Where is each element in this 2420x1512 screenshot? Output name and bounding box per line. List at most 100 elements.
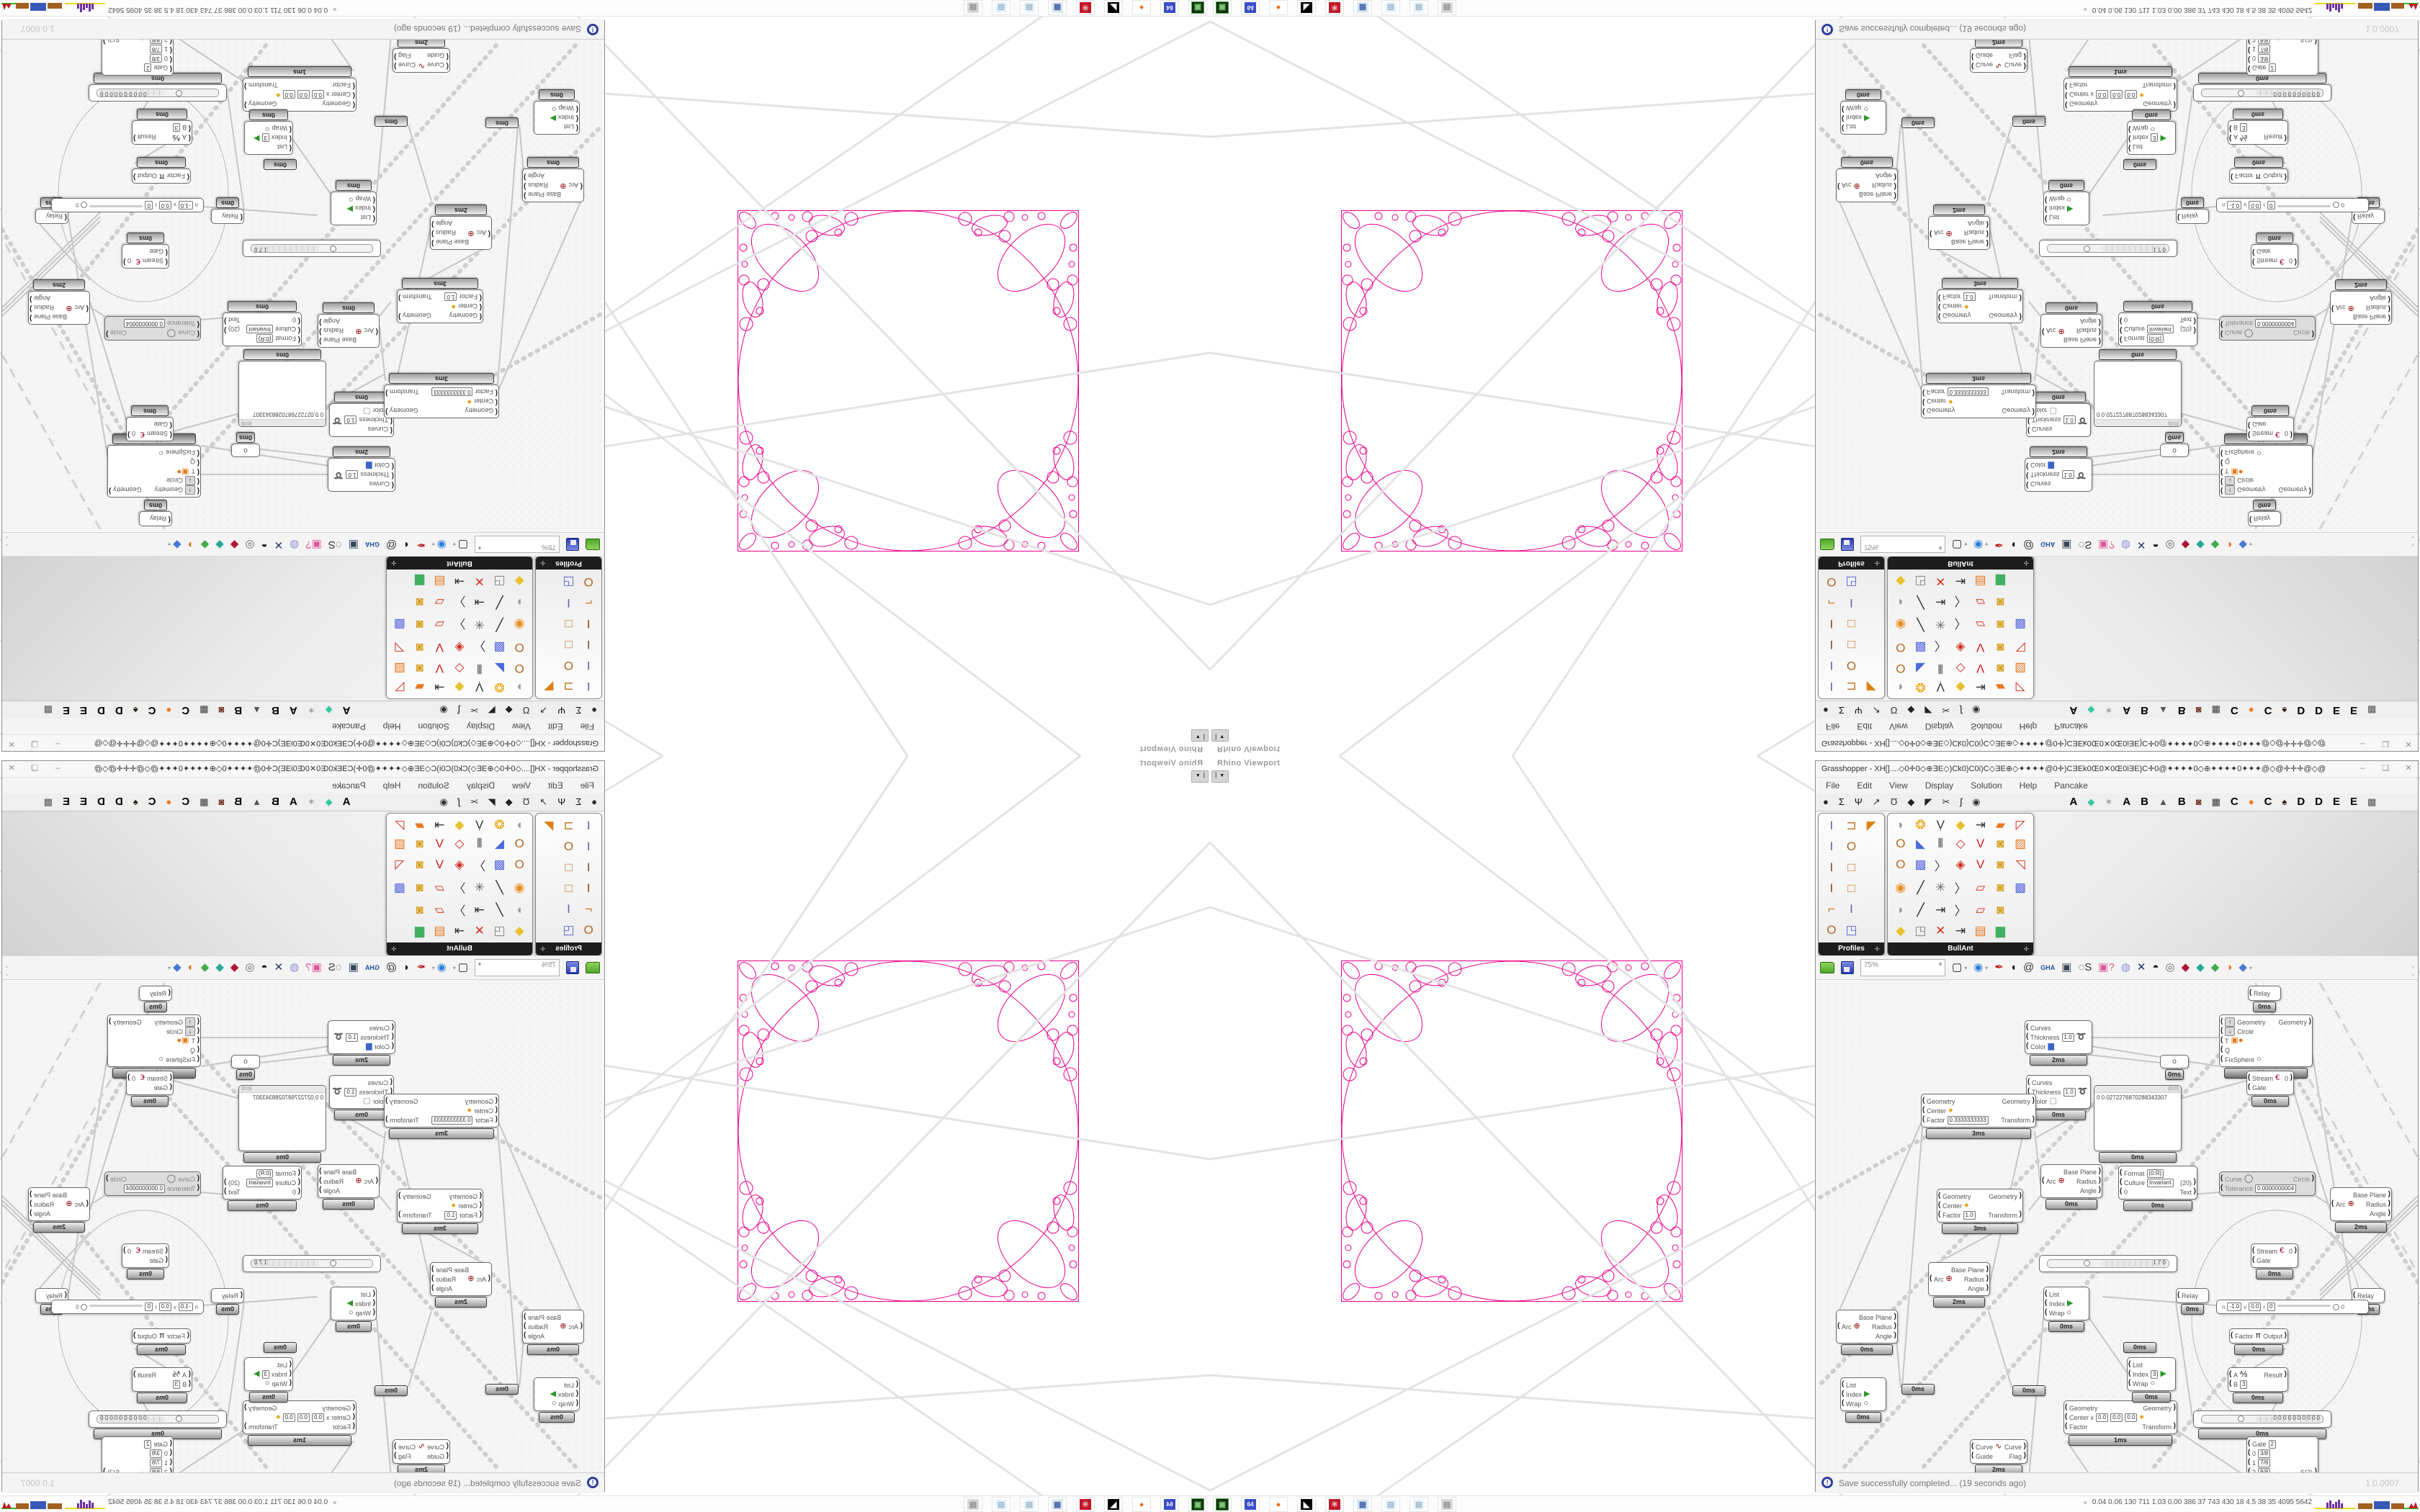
component-icon[interactable]: ◸ (2015, 818, 2025, 832)
category-tab-icon[interactable]: E (79, 704, 87, 716)
bullant-expand-icon[interactable]: ✛ (391, 559, 397, 567)
graph-node[interactable]: (Factor π Output) 0ms (2229, 157, 2288, 184)
menu-item-help[interactable]: Help (382, 780, 401, 791)
toolbar-icon[interactable]: ◆ (200, 961, 210, 973)
component-icon[interactable]: ⇥ (454, 575, 465, 589)
component-icon[interactable]: O (514, 837, 524, 851)
category-tab-icon[interactable]: ◆ (2087, 705, 2095, 716)
chevron-down-icon[interactable]: ▼ (477, 961, 483, 968)
component-icon[interactable]: ✕ (1935, 923, 1946, 937)
graph-node[interactable]: (List(Index ▶(Wrap ○ 0ms (2043, 1287, 2089, 1332)
category-tab-icon[interactable]: Σ (1838, 796, 1845, 807)
component-icon[interactable]: ⇥ (434, 818, 445, 832)
bullant-tab[interactable]: BullAnt ✛ (387, 557, 532, 570)
category-tab-icon[interactable]: ● (2248, 705, 2254, 716)
component-icon[interactable]: I (1829, 819, 1834, 833)
menu-item-edit[interactable]: Edit (1857, 721, 1873, 732)
component-icon[interactable]: ▱ (434, 595, 444, 610)
save-file-icon[interactable] (566, 538, 579, 551)
grasshopper-canvas[interactable]: (Relay0ms⬒1ms(Curves(Thickness1.0➰(Color… (2, 40, 604, 532)
component-icon[interactable]: O (1846, 658, 1857, 672)
menu-item-file[interactable]: File (580, 721, 594, 732)
taskbar-app-card-back[interactable]: ✳ (1076, 0, 1095, 15)
category-tab-icon[interactable]: Ψ (1854, 705, 1863, 716)
menu-item-edit[interactable]: Edit (547, 721, 563, 732)
category-tab-icon[interactable]: E (2350, 796, 2358, 808)
toolbar-overflow-icon[interactable]: ⌄ ⌄ (2410, 962, 2416, 977)
component-icon[interactable]: ▰ (415, 818, 425, 832)
graph-node[interactable]: (List(Index ▶(Wrap ○ 0ms (1840, 1377, 1886, 1423)
toolbar-icon[interactable]: ◆ (2181, 539, 2190, 551)
graph-node[interactable]: 1 7 0 (2039, 1255, 2177, 1272)
graph-node[interactable]: (Geometry Geometry)(Center x 0.0 0.0 0.0 ●(Fa… (2063, 66, 2177, 112)
menu-item-file[interactable]: File (1826, 721, 1840, 732)
graph-node[interactable]: (A ⅍ Result)(B 3 0ms (132, 109, 192, 145)
toolbar-icon[interactable]: ▢ (1952, 961, 1963, 973)
toolbar-icon[interactable]: ◑ (2226, 539, 2233, 551)
taskbar-app-printer[interactable]: ▤ (964, 0, 982, 15)
close-button[interactable]: ✕ (2405, 739, 2412, 748)
toolbar-icon[interactable]: ◆ (215, 961, 224, 973)
menu-item-view[interactable]: View (1889, 780, 1908, 791)
taskbar-app-firefox[interactable]: ● (1132, 1497, 1151, 1512)
category-tab-icon[interactable]: ʃ (1960, 796, 1963, 807)
toolbar-icon[interactable]: ▢ (1952, 539, 1963, 551)
category-tab-icon[interactable]: ʃ (1960, 705, 1963, 716)
toolbar-icon[interactable]: ◓ (2152, 539, 2159, 551)
category-tab-icon[interactable]: E (2333, 796, 2341, 808)
menu-item-display[interactable]: Display (466, 721, 496, 732)
toolbar-icon[interactable]: ✕ (274, 961, 284, 973)
category-tab-icon[interactable]: D (2297, 704, 2305, 716)
menu-item-display[interactable]: Display (1924, 721, 1954, 732)
component-icon[interactable]: ◸ (395, 680, 405, 694)
toolbar-icon[interactable]: ◑ (2226, 961, 2233, 973)
category-tab-icon[interactable]: ● (166, 796, 172, 807)
category-tab-icon[interactable]: ʃ (457, 796, 460, 807)
open-file-icon[interactable] (586, 539, 600, 550)
resize-grip-icon[interactable]: ⋱ (5, 1479, 13, 1487)
category-tab-icon[interactable]: C (2230, 704, 2238, 716)
category-tab-icon[interactable]: ▦ (2211, 705, 2220, 716)
component-icon[interactable]: ⊐ (563, 819, 574, 833)
open-file-icon[interactable] (1820, 539, 1834, 550)
component-icon[interactable]: O (1896, 661, 1906, 675)
category-tab-icon[interactable]: ◙ (218, 796, 225, 807)
minimize-button[interactable]: – (55, 739, 60, 748)
component-icon[interactable]: □ (1847, 860, 1855, 875)
titlebar[interactable]: Grasshopper - XH[]....◇0✛0◇⊕ƎE◇)Ck0)C0i)… (1816, 761, 2418, 778)
toolbar-icon[interactable]: ◌S (2078, 961, 2092, 973)
graph-node[interactable]: 1 7 0 (2039, 240, 2177, 257)
graph-node[interactable]: (↑ Geometry Geometry)(↓ Circle(T ▣●(Q(FixSph… (107, 433, 201, 498)
taskbar-app-calculator[interactable]: ▦ (1048, 0, 1067, 15)
menu-item-solution[interactable]: Solution (1971, 780, 2002, 791)
component-icon[interactable]: ⇥ (1975, 818, 1986, 832)
toolbar-icon[interactable]: ◎ (245, 539, 255, 551)
component-icon[interactable]: ◈ (454, 858, 465, 872)
graph-node[interactable]: (Stream €0)(Gate 0ms (2251, 1243, 2298, 1279)
component-icon[interactable]: ◇ (454, 661, 465, 675)
component-icon[interactable]: ◇ (1955, 661, 1966, 675)
category-tab-icon[interactable]: Ʊ (1890, 705, 1898, 716)
toolbar-icon[interactable]: ◎ (245, 961, 255, 973)
toolbar-icon[interactable]: ◓ (261, 961, 268, 973)
taskbar-app-commodore-64-disk[interactable]: 64 (1241, 1497, 1260, 1512)
graph-node[interactable]: (Curves(Thickness 1.0 ➰(Color ▆ 2ms (2025, 1020, 2092, 1066)
category-tab-icon[interactable]: E (2333, 704, 2341, 716)
component-icon[interactable]: ◤ (544, 819, 554, 833)
category-tab-icon[interactable]: A (289, 704, 297, 716)
chevrons-up-icon[interactable]: « (331, 7, 339, 12)
taskbar-app-firefox[interactable]: ● (1269, 1497, 1288, 1512)
component-icon[interactable]: ▤ (434, 923, 446, 937)
chevron-down-icon[interactable]: ▾ (168, 964, 171, 971)
component-icon[interactable]: ◣ (1916, 837, 1926, 851)
taskbar-app-notepad[interactable]: ▤ (1410, 1497, 1428, 1512)
graph-node[interactable]: 0ms (485, 1383, 519, 1395)
menu-item-pancake[interactable]: Pancake (332, 780, 366, 791)
toolbar-icon[interactable]: ◖ (403, 539, 411, 551)
category-tab-icon[interactable]: A (2069, 704, 2078, 716)
component-icon[interactable]: ╱ (496, 880, 503, 894)
graph-node[interactable]: (List(Index ▶(Wrap ○ 0ms (331, 180, 377, 225)
taskbar-app-notepad[interactable]: ▤ (1381, 1497, 1400, 1512)
